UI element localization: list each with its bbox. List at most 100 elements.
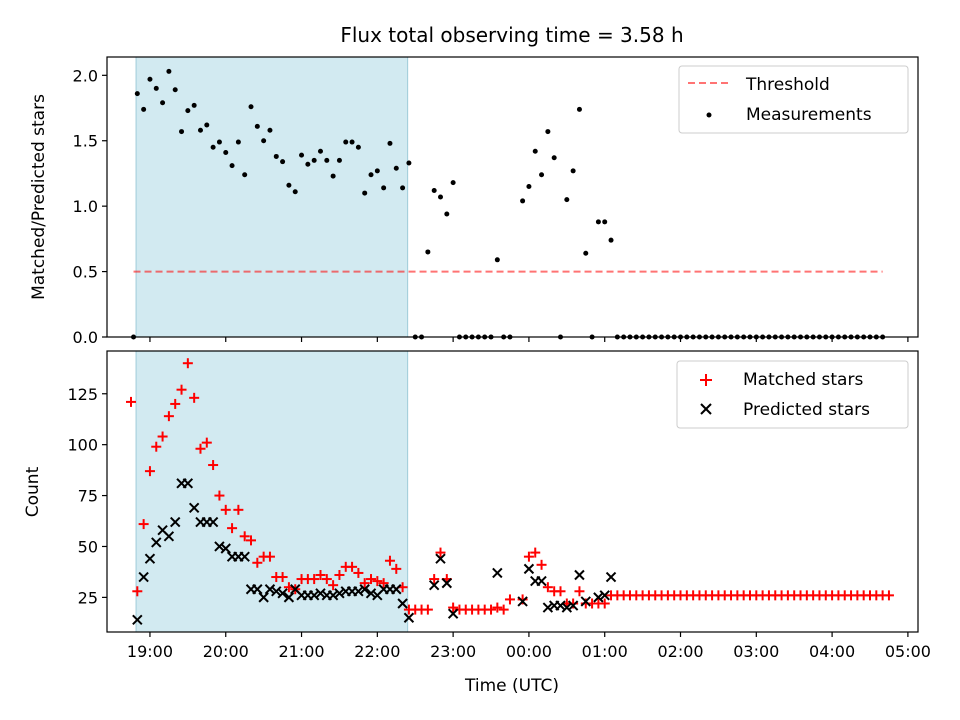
measurement-point [526,184,532,190]
predicted-star-point [138,571,149,583]
predicted-star-point [182,478,194,489]
measurement-point [336,157,342,163]
measurement-point [355,144,361,150]
measurement-point [400,185,406,191]
matched-star-point [555,586,566,597]
measurements-legend-swatch [706,112,712,118]
measurement-point [444,211,450,217]
measurement-point [261,138,267,144]
predicted-star-point [277,588,288,599]
measurement-point [216,139,222,145]
x-tick-label: 19:00 [127,642,173,661]
matched-star-point [163,411,174,422]
measurement-point [185,108,191,114]
measurements-legend-label: Measurements [746,105,872,125]
bottom-plot-frame [106,350,919,633]
matched-star-point [492,602,503,613]
matched-star-point [315,569,326,580]
x-tick-label: 23:00 [430,642,476,661]
matched-star-point [435,547,446,558]
measurement-point [273,153,279,159]
ratio-panel: 0.00.51.01.52.0 Matched/Predicted stars … [29,56,919,347]
predicted-star-point [561,602,573,613]
measurement-point [595,219,601,225]
predicted-star-point [264,584,276,595]
y-tick-label: 125 [67,385,98,404]
x-tick-label: 20:00 [203,642,249,661]
predicted-star-point [492,567,503,579]
matched-star-point [252,557,263,568]
y-tick-label: 100 [67,436,98,455]
measurement-point [254,123,260,129]
measurement-point [299,152,305,158]
y-tick-label: 50 [78,537,98,556]
matched-star-point [422,604,433,615]
matched-star-point [517,594,528,605]
measurement-point [172,87,178,93]
matched-star-point [157,431,168,442]
x-tick-label: 01:00 [582,642,628,661]
measurement-point [210,144,216,150]
measurement-point [602,219,608,225]
matched-star-point [233,504,244,515]
predicted-star-point [523,563,535,575]
predicted-star-point [574,569,585,581]
matched-star-point [359,578,370,589]
measurement-point [494,257,500,263]
measurement-point [204,122,210,128]
predicted-star-point [327,590,339,601]
matched-star-point [542,582,553,593]
matched-star-point [523,551,534,562]
predicted-star-point [517,596,528,607]
predicted-star-point [308,590,320,601]
measurement-point [147,76,153,82]
measurement-point [362,190,368,196]
x-axis-label: Time (UTC) [464,676,559,696]
matched-star-point [182,358,193,369]
measurement-point [324,157,330,163]
measurement-point [393,165,399,171]
predicted-star-point [359,584,370,595]
measurement-point [437,194,443,200]
predicted-star-point [353,586,364,597]
predicted-star-point [599,590,610,601]
measurement-point [387,140,393,146]
measurement-point [551,155,557,161]
measurement-point [349,139,355,145]
matched-star-point [504,594,515,605]
matched-star-point [321,574,332,585]
predicted-star-point [435,553,446,564]
predicted-star-point [252,584,263,595]
measurement-point [520,198,526,204]
matched-star-point [277,572,288,583]
x-tick-label: 04:00 [809,642,855,661]
measurement-point [229,163,235,169]
predicted-star-point [428,579,440,591]
measurement-point [286,182,292,188]
matched-star-point [201,437,212,448]
measurement-point [235,139,241,145]
matched-star-point [239,531,250,542]
matched-star-point [189,392,200,403]
matched-star-point [883,590,894,601]
matched-star-point [195,443,206,454]
matched-star-point [384,555,395,566]
predicted-star-point [447,608,459,619]
y-tick-label: 0.0 [73,328,98,347]
matched-star-point [429,574,440,585]
measurement-point [608,237,614,243]
predicted-star-points [132,478,617,625]
y-tick-label: 1.0 [73,197,98,216]
top-x-ticks [149,337,909,342]
matched-star-point [170,398,181,409]
matched-star-point [599,598,610,609]
measurement-point [248,104,254,110]
measurement-point [330,173,336,179]
measurement-point [406,160,412,166]
measurement-point [539,172,545,178]
predicted-star-point [334,588,345,599]
predicted-star-point [365,588,377,599]
predicted-star-point [391,584,402,595]
predicted-star-point [593,592,604,603]
